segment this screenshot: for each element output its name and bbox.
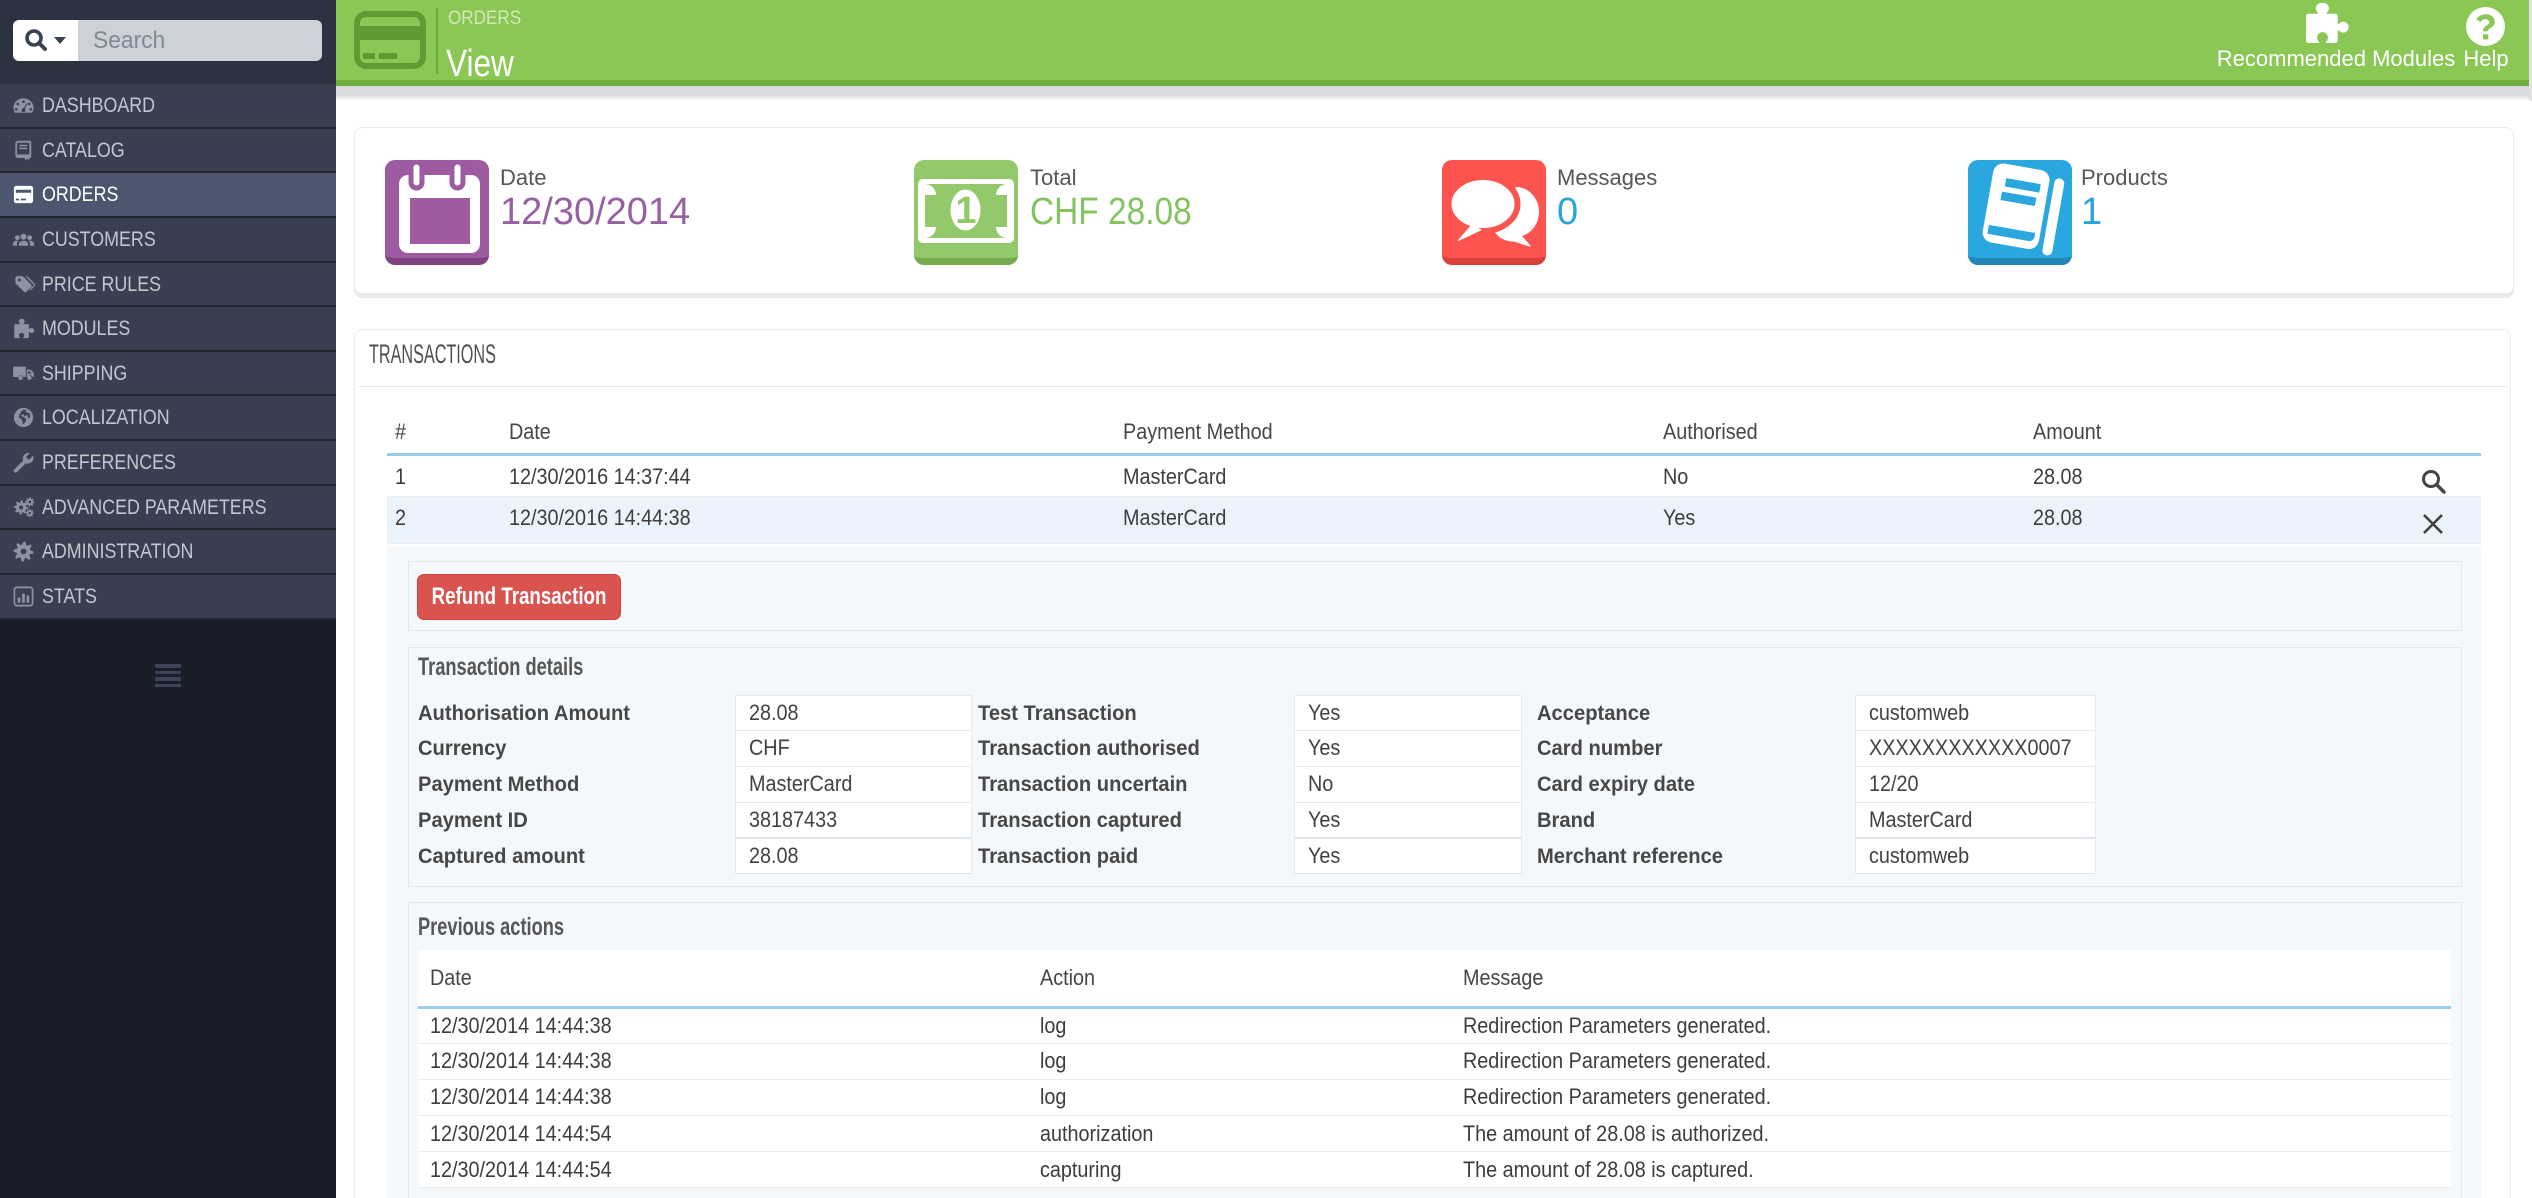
- svg-text:1: 1: [955, 190, 976, 232]
